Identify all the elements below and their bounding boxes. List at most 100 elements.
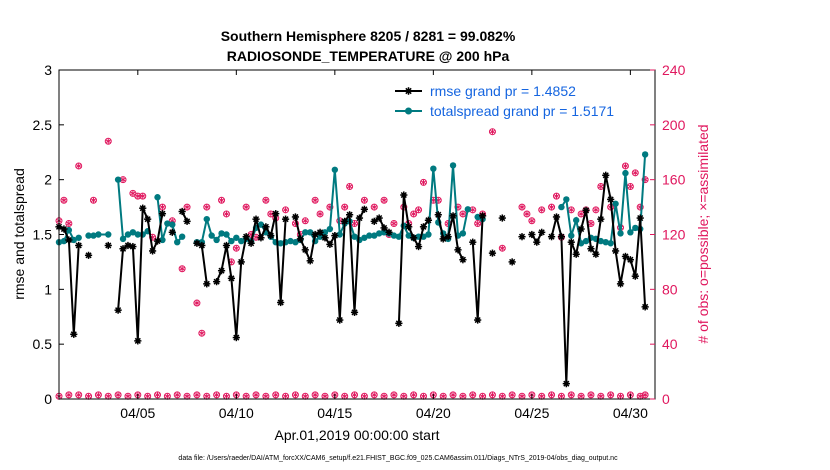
rmse-point (626, 256, 634, 264)
obs-count-low-point (410, 391, 418, 399)
obs-count-low-point (538, 392, 546, 400)
rmse-point (434, 211, 442, 219)
obs-count-low-point (351, 391, 359, 399)
y-axis-label: rmse and totalspread (11, 168, 27, 300)
spread-point (124, 231, 132, 238)
obs-count-point (60, 196, 68, 204)
obs-count-low-point (301, 392, 309, 400)
rmse-point (346, 211, 354, 219)
spread-point (430, 165, 437, 172)
y2-tick-label: 200 (662, 117, 686, 133)
spread-point (213, 236, 220, 244)
spread-point (607, 240, 614, 247)
rmse-point (60, 225, 68, 233)
obs-count-point (538, 206, 546, 214)
rmse-point (616, 280, 625, 288)
obs-count-low-point (291, 391, 299, 399)
rmse-point (168, 228, 176, 236)
y2-tick-label: 240 (662, 62, 686, 78)
y2-tick-label: 120 (662, 227, 686, 243)
obs-count-point (360, 196, 368, 204)
rmse-point (281, 215, 290, 223)
obs-count-point (232, 244, 240, 252)
obs-count-point (158, 203, 166, 211)
rmse-point (331, 231, 339, 240)
rmse-point (552, 213, 561, 221)
rmse-point (582, 206, 590, 214)
spread-point (159, 236, 166, 244)
obs-count-low-point (597, 392, 605, 400)
obs-count-point (370, 203, 378, 211)
obs-count-low-point (360, 392, 368, 400)
rmse-point (75, 241, 83, 250)
rmse-point (153, 237, 162, 245)
y-tick-label: 2 (44, 172, 52, 188)
obs-count-low-point (587, 391, 595, 399)
spread-point (134, 231, 142, 238)
y-tick-label: 2.5 (33, 117, 53, 133)
y-tick-label: 0.5 (33, 336, 53, 352)
rmse-point (454, 246, 462, 254)
legend-spread-marker (405, 107, 412, 115)
y-tick-label: 1.5 (33, 227, 53, 243)
obs-count-low-point (94, 391, 102, 399)
obs-count-low-point (262, 392, 270, 400)
obs-count-low-point (567, 391, 575, 399)
obs-count-point (262, 196, 270, 204)
rmse-point (70, 330, 78, 338)
rmse-point (84, 251, 93, 259)
rmse-point (414, 242, 423, 251)
y2-tick-label: 160 (662, 172, 686, 188)
rmse-point (306, 257, 314, 265)
rmse-point (316, 228, 324, 236)
obs-count-point (518, 203, 526, 211)
rmse-point (498, 214, 506, 222)
spread-point (597, 237, 605, 245)
spread-point (390, 232, 398, 239)
obs-count-point (183, 203, 191, 211)
obs-count-low-point (577, 392, 585, 400)
spread-point (90, 232, 97, 239)
spread-point (119, 235, 127, 243)
obs-count-low-point (85, 392, 93, 400)
obs-count-low-point (272, 391, 280, 399)
obs-count-point (528, 217, 536, 225)
obs-count-point (89, 196, 97, 204)
rmse-point (336, 316, 344, 324)
obs-count-low-point (449, 391, 457, 399)
spread-point (464, 206, 472, 213)
obs-count-point (390, 220, 398, 228)
spread-point (425, 231, 432, 238)
spread-point (361, 234, 368, 241)
rmse-point (242, 233, 250, 241)
obs-count-point (523, 210, 531, 218)
spread-point (292, 238, 299, 246)
spread-point (233, 234, 240, 241)
spread-point (228, 237, 235, 245)
obs-count-point (311, 196, 319, 204)
spread-point (558, 203, 565, 211)
rmse-point (222, 241, 231, 250)
rmse-point (533, 238, 541, 246)
obs-count-low-point (65, 391, 73, 399)
obs-count-point (104, 137, 112, 145)
x-tick-label: 04/25 (514, 405, 549, 421)
obs-count-low-point (114, 391, 122, 399)
rmse-point (119, 245, 127, 253)
rmse-point (104, 241, 112, 250)
obs-count-low-point (400, 392, 408, 400)
spread-point (351, 233, 358, 240)
rmse-point (227, 274, 235, 282)
y-tick-label: 0 (44, 391, 52, 407)
spread-point (114, 176, 122, 183)
obs-count-low-point (488, 391, 496, 399)
obs-count-low-point (75, 391, 83, 399)
obs-count-point (341, 203, 349, 211)
rmse-point (158, 210, 167, 218)
obs-count-low-point (479, 392, 487, 400)
rmse-point (572, 250, 580, 258)
x-tick-label: 04/15 (317, 405, 352, 421)
spread-point (331, 166, 339, 173)
obs-count-point (193, 299, 201, 307)
spread-point (326, 225, 334, 233)
